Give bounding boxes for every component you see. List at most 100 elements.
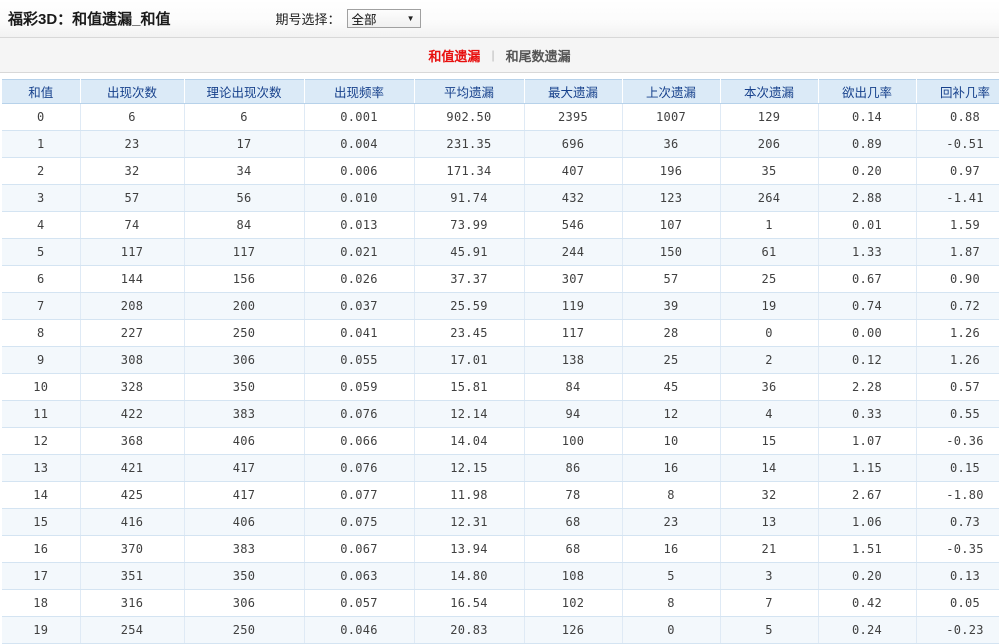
cell-r3-c7: 264 (720, 184, 819, 212)
cell-r11-c9: 0.55 (916, 400, 999, 428)
cell-r3-c5: 432 (524, 184, 623, 212)
cell-r18-c7: 7 (720, 589, 819, 617)
cell-r12-c7: 15 (720, 427, 819, 455)
table-row: 134214170.07612.158616141.150.152018329-… (2, 454, 999, 482)
cell-r11-c6: 12 (622, 400, 721, 428)
column-header-2[interactable]: 理论出现次数 (184, 79, 305, 104)
cell-r4-c3: 0.013 (304, 211, 415, 239)
cell-r13-c2: 417 (184, 454, 305, 482)
cell-r4-c8: 0.01 (818, 211, 917, 239)
cell-r8-c9: 1.26 (916, 319, 999, 347)
cell-r3-c2: 56 (184, 184, 305, 212)
cell-r1-c2: 17 (184, 130, 305, 158)
cell-r16-c6: 16 (622, 535, 721, 563)
table-container: 和值 出现次数 理论出现次数 出现频率 平均遗漏 最大遗漏 上次遗漏 本次遗漏 欲出几率 回补几率… (0, 73, 999, 644)
cell-r9-c8: 0.12 (818, 346, 917, 374)
cell-r6-c1: 144 (80, 265, 185, 293)
cell-r8-c7: 0 (720, 319, 819, 347)
cell-r15-c8: 1.06 (818, 508, 917, 536)
column-header-8[interactable]: 欲出几率 (818, 79, 917, 104)
cell-r4-c2: 84 (184, 211, 305, 239)
cell-r14-c3: 0.077 (304, 481, 415, 509)
column-header-3[interactable]: 出现频率 (304, 79, 415, 104)
table-row: 61441560.02637.3730757250.670.902015179-… (2, 265, 999, 293)
cell-r14-c0: 14 (2, 481, 81, 509)
cell-r0-c7: 129 (720, 103, 819, 131)
cell-r15-c1: 416 (80, 508, 185, 536)
tab-hezhi-yilou[interactable]: 和值遗漏 (428, 48, 481, 64)
cell-r15-c6: 23 (622, 508, 721, 536)
cell-r18-c9: 0.05 (916, 589, 999, 617)
cell-r13-c6: 16 (622, 454, 721, 482)
cell-r13-c8: 1.15 (818, 454, 917, 482)
cell-r19-c7: 5 (720, 616, 819, 644)
cell-r0-c0: 0 (2, 103, 81, 131)
cell-r11-c4: 12.14 (414, 400, 525, 428)
cell-r2-c2: 34 (184, 157, 305, 185)
column-header-5[interactable]: 最大遗漏 (524, 79, 623, 104)
cell-r12-c5: 100 (524, 427, 623, 455)
cell-r19-c1: 254 (80, 616, 185, 644)
cell-r3-c8: 2.88 (818, 184, 917, 212)
cell-r9-c0: 9 (2, 346, 81, 374)
cell-r0-c1: 6 (80, 103, 185, 131)
cell-r6-c8: 0.67 (818, 265, 917, 293)
cell-r17-c0: 17 (2, 562, 81, 590)
cell-r12-c9: -0.36 (916, 427, 999, 455)
cell-r3-c3: 0.010 (304, 184, 415, 212)
cell-r1-c4: 231.35 (414, 130, 525, 158)
table-row: 232340.006171.34407196350.200.972017078-… (2, 157, 999, 185)
cell-r2-c3: 0.006 (304, 157, 415, 185)
cell-r10-c4: 15.81 (414, 373, 525, 401)
cell-r2-c8: 0.20 (818, 157, 917, 185)
cell-r16-c5: 68 (524, 535, 623, 563)
cell-r10-c9: 0.57 (916, 373, 999, 401)
tab-separator: | (491, 48, 495, 62)
cell-r15-c4: 12.31 (414, 508, 525, 536)
cell-r18-c4: 16.54 (414, 589, 525, 617)
cell-r18-c8: 0.42 (818, 589, 917, 617)
cell-r6-c7: 25 (720, 265, 819, 293)
cell-r15-c5: 68 (524, 508, 623, 536)
cell-r14-c7: 32 (720, 481, 819, 509)
table-row: 183163060.05716.54102870.420.052006112-2… (2, 589, 999, 617)
tab-heweishu-yilou[interactable]: 和尾数遗漏 (505, 48, 571, 64)
column-header-0[interactable]: 和值 (2, 79, 81, 104)
cell-r6-c2: 156 (184, 265, 305, 293)
table-row: 163703830.06713.946816211.51-0.352016062… (2, 535, 999, 563)
cell-r16-c9: -0.35 (916, 535, 999, 563)
cell-r13-c4: 12.15 (414, 454, 525, 482)
cell-r10-c7: 36 (720, 373, 819, 401)
cell-r9-c9: 1.26 (916, 346, 999, 374)
cell-r0-c6: 1007 (622, 103, 721, 131)
cell-r5-c9: 1.87 (916, 238, 999, 266)
cell-r7-c1: 208 (80, 292, 185, 320)
column-header-4[interactable]: 平均遗漏 (414, 79, 525, 104)
cell-r17-c3: 0.063 (304, 562, 415, 590)
column-header-7[interactable]: 本次遗漏 (720, 79, 819, 104)
cell-r2-c1: 32 (80, 157, 185, 185)
column-header-9[interactable]: 回补几率 (916, 79, 999, 104)
cell-r6-c6: 57 (622, 265, 721, 293)
cell-r11-c7: 4 (720, 400, 819, 428)
cell-r11-c0: 11 (2, 400, 81, 428)
cell-r8-c6: 28 (622, 319, 721, 347)
cell-r13-c0: 13 (2, 454, 81, 482)
cell-r19-c3: 0.046 (304, 616, 415, 644)
cell-r5-c3: 0.021 (304, 238, 415, 266)
cell-r1-c5: 696 (524, 130, 623, 158)
cell-r7-c6: 39 (622, 292, 721, 320)
cell-r17-c8: 0.20 (818, 562, 917, 590)
cell-r0-c3: 0.001 (304, 103, 415, 131)
cell-r0-c8: 0.14 (818, 103, 917, 131)
cell-r1-c8: 0.89 (818, 130, 917, 158)
column-header-6[interactable]: 上次遗漏 (622, 79, 721, 104)
table-header-row: 和值 出现次数 理论出现次数 出现频率 平均遗漏 最大遗漏 上次遗漏 本次遗漏 欲出几率 回补几率… (2, 79, 999, 104)
period-select-dropdown[interactable]: 全部 ▼ (346, 9, 421, 28)
column-header-1[interactable]: 出现次数 (80, 79, 185, 104)
cell-r10-c2: 350 (184, 373, 305, 401)
cell-r9-c2: 306 (184, 346, 305, 374)
cell-r19-c8: 0.24 (818, 616, 917, 644)
cell-r19-c5: 126 (524, 616, 623, 644)
cell-r18-c0: 18 (2, 589, 81, 617)
